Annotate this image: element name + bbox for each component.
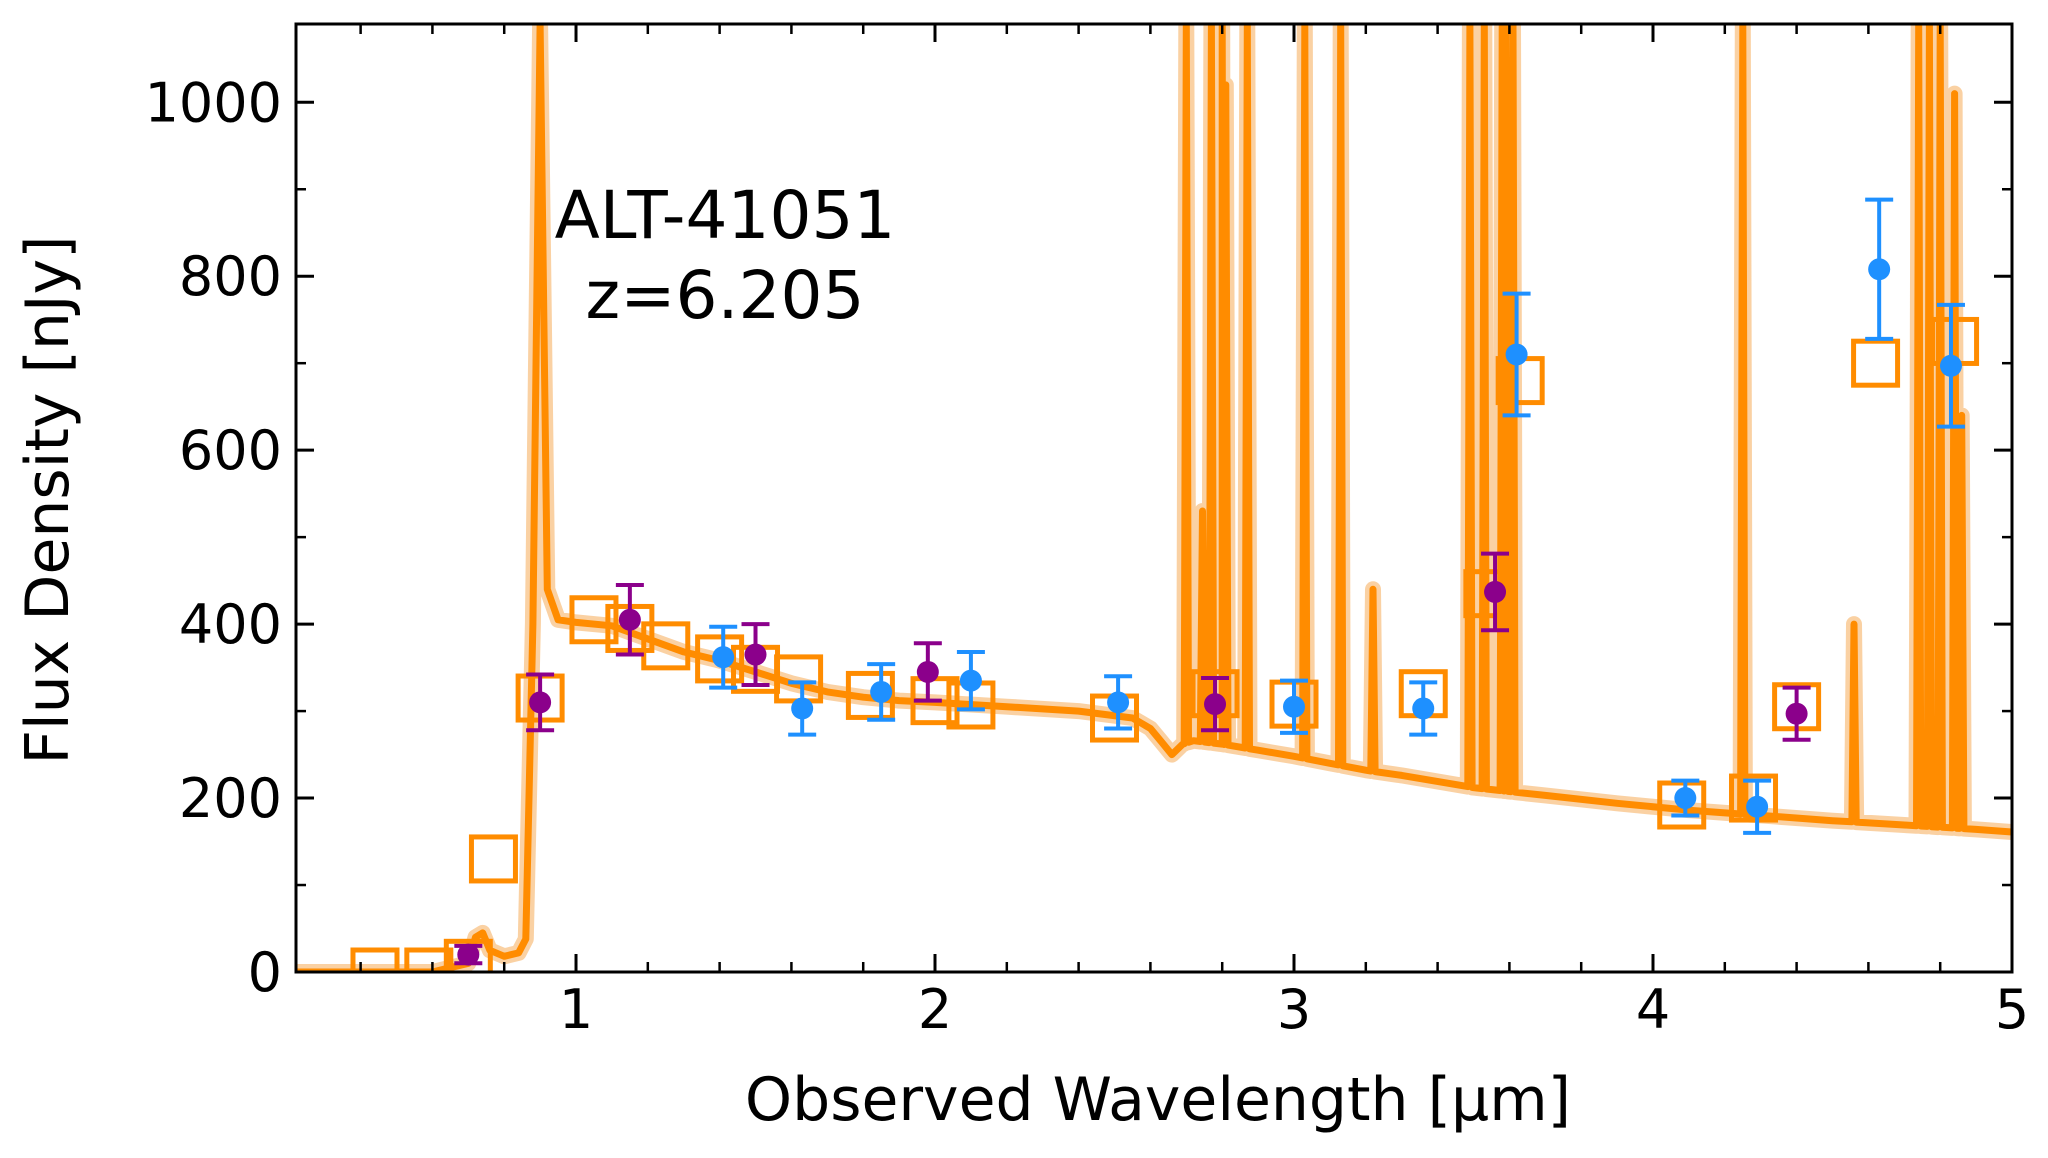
broadband-point <box>529 691 552 714</box>
x-tick-label: 5 <box>1995 978 2029 1041</box>
model-photometry-square <box>641 621 691 671</box>
model-photometry-square <box>1729 773 1779 823</box>
x-tick-label: 4 <box>1636 978 1670 1041</box>
medium_band-point <box>1283 695 1306 718</box>
y-tick-label: 800 <box>179 245 282 308</box>
medium_band-point <box>1746 795 1769 818</box>
y-tick-label: 600 <box>179 419 282 482</box>
redshift-label: z=6.205 <box>586 257 865 334</box>
medium_band-point <box>870 680 893 703</box>
plot-area <box>296 24 2012 972</box>
y-tick-label: 400 <box>179 593 282 656</box>
model-photometry-square <box>1657 780 1707 830</box>
model-spectrum-line <box>296 24 2012 972</box>
y-axis-title: Flux Density [nJy] <box>13 235 83 764</box>
tick-marks <box>296 24 2014 974</box>
tick-labels: 1 2 3 4 5 0 200 400 600 800 1000 <box>145 71 2030 1041</box>
y-tick-label: 200 <box>179 767 282 830</box>
model-uncertainty-band <box>296 24 2012 972</box>
medium_band-point <box>1505 343 1528 366</box>
broadband-point <box>457 943 480 966</box>
medium_band-point <box>1412 697 1435 720</box>
broadband-point <box>1785 702 1808 725</box>
medium_band-point <box>959 669 982 692</box>
x-tick-label: 3 <box>1277 978 1311 1041</box>
broadband-point <box>1204 693 1227 716</box>
model-photometry-square <box>443 938 493 972</box>
x-tick-label: 2 <box>918 978 952 1041</box>
model-photometry-square <box>404 947 454 972</box>
model-photometry-square <box>1463 569 1513 619</box>
model-photometry-square <box>569 595 619 645</box>
model-photometry-square <box>1851 338 1901 388</box>
medium_band-point <box>791 697 814 720</box>
medium_band-point <box>1939 354 1962 377</box>
x-tick-label: 1 <box>559 978 593 1041</box>
model-photometry-square <box>695 634 745 684</box>
broadband-point <box>916 660 939 683</box>
model-photometry-square <box>468 834 518 884</box>
medium_band-point <box>1868 258 1891 281</box>
galaxy-name-label: ALT-41051 <box>555 177 896 254</box>
medium_band-point <box>1107 691 1130 714</box>
model-photometry-square <box>350 947 400 972</box>
x-axis-title: Observed Wavelength [μm] <box>745 1065 1571 1135</box>
broadband-point <box>618 608 641 631</box>
broadband-point <box>1484 580 1507 603</box>
medium_band-point <box>1674 787 1697 810</box>
medium_band-point <box>712 646 735 669</box>
axes-frame <box>294 22 2014 974</box>
model-photometry-square <box>845 670 895 720</box>
y-tick-label: 0 <box>248 941 282 1004</box>
broadband-point <box>744 643 767 666</box>
y-tick-label: 1000 <box>145 71 282 134</box>
